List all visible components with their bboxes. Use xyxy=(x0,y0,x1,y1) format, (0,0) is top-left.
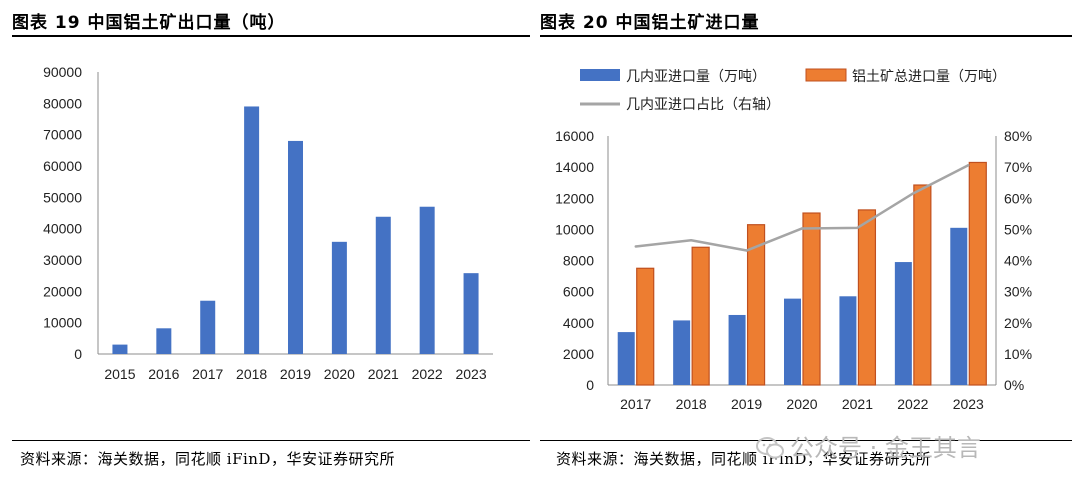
title-rule xyxy=(12,35,530,37)
y-tick-label: 12000 xyxy=(555,190,594,206)
export-bar xyxy=(112,344,128,354)
legend-label-guinea-share: 几内亚进口占比（右轴） xyxy=(626,96,780,112)
source-rule xyxy=(12,440,530,441)
x-tick-label: 2022 xyxy=(897,396,928,412)
total-import-bar xyxy=(746,224,766,386)
y-tick-label: 70000 xyxy=(43,127,82,143)
x-tick-label: 2020 xyxy=(324,366,355,382)
guinea-share-point xyxy=(911,192,915,195)
guinea-share-point xyxy=(967,164,970,167)
watermark-text: 公众号 · 金王其言 xyxy=(790,434,981,462)
guinea-share-point xyxy=(856,226,859,230)
y2-tick-label: 0% xyxy=(1004,377,1024,393)
y-tick-label: 80000 xyxy=(43,95,82,111)
x-tick-label: 2017 xyxy=(192,366,223,382)
import-combo-chart: 几内亚进口量（万吨） 铝土矿总进口量（万吨） 几内亚进口占比（右轴） 0 2000 400… xyxy=(555,68,1032,412)
y-tick-label: 50000 xyxy=(43,189,82,205)
y-tick-label: 30000 xyxy=(43,252,82,268)
y2-tick-label: 60% xyxy=(1004,190,1032,206)
total-import-bar xyxy=(857,209,877,386)
y2-tick-label: 70% xyxy=(1004,159,1032,175)
x-tick-label: 2021 xyxy=(842,396,873,412)
total-import-bar xyxy=(691,246,710,386)
y-tick-label: 4000 xyxy=(563,315,594,331)
export-chart-panel: 图表 19 中国铝土矿出口量（吨） 0 10000 20000 30000 40000 5… xyxy=(0,0,532,489)
import-chart-panel: 图表 20 中国铝土矿进口量 几内亚进口量（万吨） 铝土矿总进口量（万吨） 几内亚进… xyxy=(536,0,1080,489)
x-tick-label: 2021 xyxy=(368,366,399,382)
y-tick-label: 0 xyxy=(74,346,82,362)
y-tick-label: 2000 xyxy=(563,346,594,362)
wechat-icon xyxy=(756,437,784,459)
x-tick-label: 2023 xyxy=(455,366,486,382)
x-tick-label: 2017 xyxy=(620,396,651,412)
x-tick-label: 2023 xyxy=(953,396,984,412)
guinea-import-bar xyxy=(728,314,746,385)
legend-label-guinea-import: 几内亚进口量（万吨） xyxy=(626,68,766,84)
watermark: 公众号 · 金王其言 xyxy=(756,428,1056,468)
legend-swatch-guinea-import xyxy=(580,69,620,81)
export-chart-title: 图表 19 中国铝土矿出口量（吨） xyxy=(12,13,286,33)
total-import-bar xyxy=(913,184,932,386)
guinea-share-point xyxy=(634,245,637,248)
guinea-share-point xyxy=(689,239,693,242)
y-tick-label: 10000 xyxy=(43,315,82,331)
export-bar xyxy=(375,216,391,354)
x-tick-label: 2018 xyxy=(676,396,707,412)
y-tick-label: 16000 xyxy=(555,128,594,144)
y2-tick-label: 30% xyxy=(1004,284,1032,300)
total-import-bar xyxy=(802,212,821,386)
export-bar-chart: 0 10000 20000 30000 40000 50000 60000 70000 8000… xyxy=(43,64,493,382)
guinea-import-bar xyxy=(839,296,857,385)
export-bar xyxy=(419,206,435,354)
export-bar xyxy=(331,241,347,354)
guinea-import-bar xyxy=(894,262,912,385)
x-tick-label: 2019 xyxy=(280,366,311,382)
export-bar xyxy=(200,300,216,354)
export-bar xyxy=(156,328,172,354)
y-tick-label: 14000 xyxy=(555,159,594,175)
y2-tick-label: 10% xyxy=(1004,346,1032,362)
y2-tick-label: 20% xyxy=(1004,315,1032,331)
guinea-import-bar xyxy=(617,332,635,385)
legend-label-total-import: 铝土矿总进口量（万吨） xyxy=(852,68,1006,84)
guinea-import-bar xyxy=(673,320,691,385)
x-tick-label: 2022 xyxy=(412,366,443,382)
x-tick-label: 2016 xyxy=(148,366,179,382)
export-bar xyxy=(244,106,260,354)
y2-tick-label: 50% xyxy=(1004,221,1032,237)
legend-swatch-total-import xyxy=(805,68,847,82)
total-import-bar xyxy=(636,267,655,386)
guinea-share-point xyxy=(800,227,804,230)
y-tick-label: 8000 xyxy=(563,253,594,269)
y-tick-label: 40000 xyxy=(43,221,82,237)
guinea-import-bar xyxy=(784,298,801,385)
y-tick-label: 0 xyxy=(586,377,594,393)
export-bar xyxy=(288,140,303,354)
x-tick-label: 2020 xyxy=(786,396,817,412)
source-rule xyxy=(540,440,1072,441)
y-tick-label: 10000 xyxy=(555,221,594,237)
y2-tick-label: 80% xyxy=(1004,128,1032,144)
x-tick-label: 2019 xyxy=(731,396,762,412)
import-chart-source: 资料来源：海关数据，同花顺 iFinD，华安证券研究所 xyxy=(556,450,931,468)
import-chart-title: 图表 20 中国铝土矿进口量 xyxy=(540,13,760,33)
export-chart-source: 资料来源：海关数据，同花顺 iFinD，华安证券研究所 xyxy=(20,450,395,468)
y-tick-label: 60000 xyxy=(43,158,82,174)
y2-tick-label: 40% xyxy=(1004,253,1032,269)
x-tick-label: 2018 xyxy=(236,366,267,382)
export-bar xyxy=(463,273,479,354)
total-import-bar xyxy=(968,161,987,386)
y-tick-label: 6000 xyxy=(563,284,594,300)
x-tick-label: 2015 xyxy=(104,366,135,382)
y-tick-label: 20000 xyxy=(43,283,82,299)
guinea-share-point xyxy=(745,249,748,252)
guinea-import-bar xyxy=(950,227,968,385)
y-tick-label: 90000 xyxy=(43,64,82,80)
title-rule xyxy=(540,35,1072,37)
